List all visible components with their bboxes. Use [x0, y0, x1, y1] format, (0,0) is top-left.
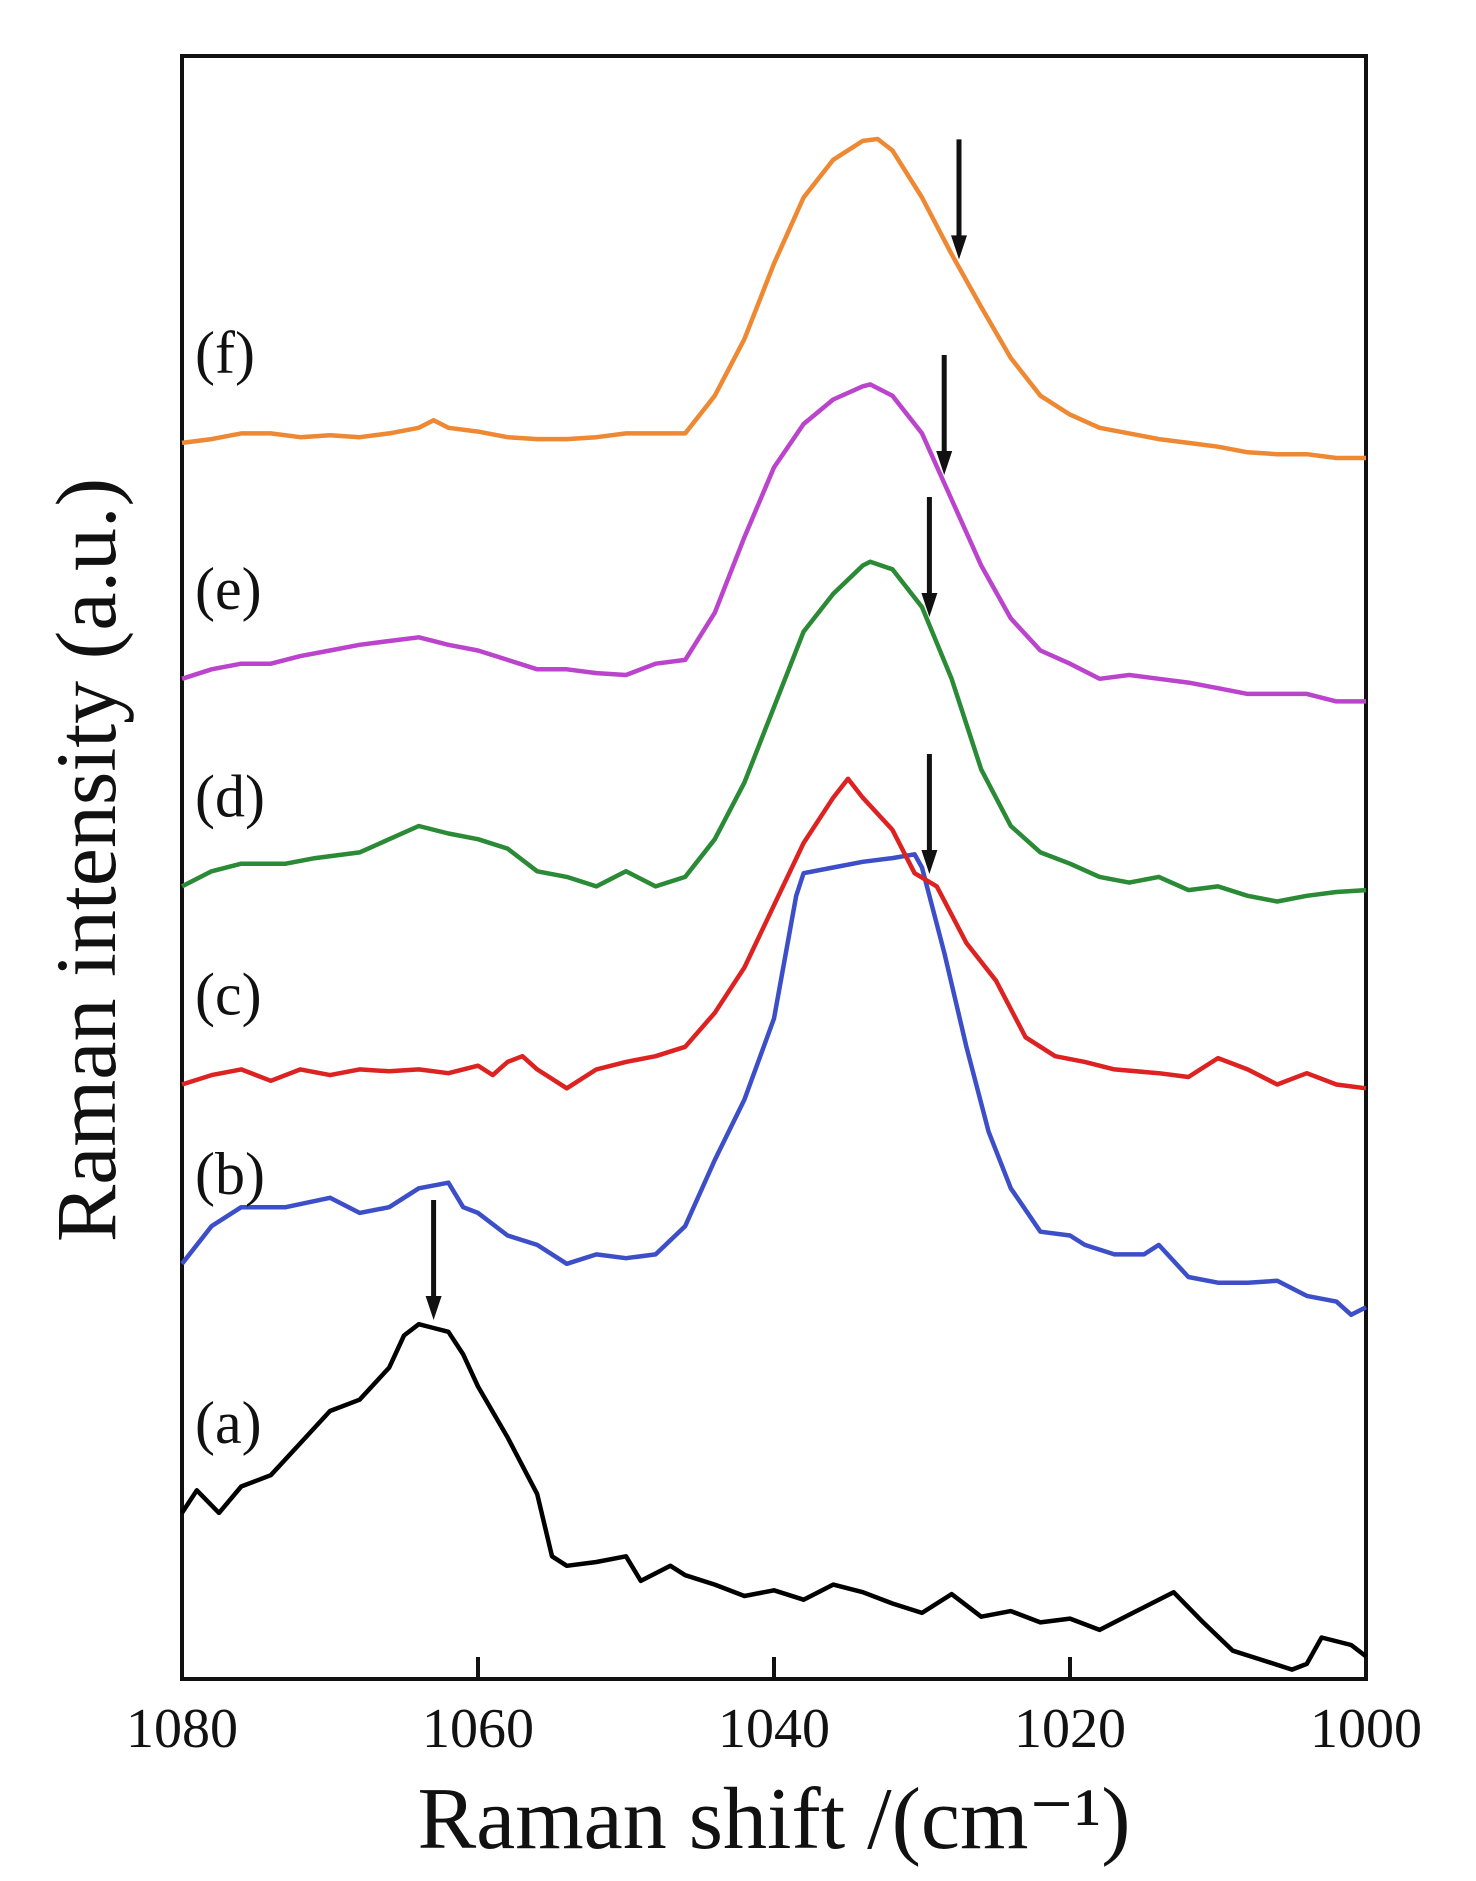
y-axis-title: Raman intensity (a.u.) [38, 478, 134, 1242]
series-label-a: (a) [195, 1390, 262, 1456]
peak-arrow-head [936, 450, 953, 475]
x-ticks: 1080 1060 1040 1020 1000 [126, 1657, 1422, 1760]
series-line-b [180, 852, 1368, 1318]
peak-arrow-head [921, 849, 938, 874]
x-tick-label: 1080 [126, 1698, 238, 1760]
peak-arrow-head [921, 592, 938, 617]
x-tick-label: 1040 [718, 1698, 830, 1760]
series-label-d: (d) [195, 763, 265, 829]
x-tick-label: 1000 [1310, 1698, 1422, 1760]
x-tick-label: 1060 [422, 1698, 534, 1760]
series-line-c [181, 776, 1367, 1091]
series-labels: (a) (b) (c) (d) (e) (f) [195, 320, 265, 1456]
series-lines [180, 136, 1368, 1672]
series-line-a [180, 1321, 1368, 1672]
series-line-e [181, 382, 1366, 704]
series-line-d [180, 559, 1367, 904]
x-axis-title: Raman shift /(cm⁻¹) [417, 1771, 1130, 1868]
series-label-f: (f) [195, 320, 255, 386]
series-label-c: (c) [195, 962, 262, 1028]
peak-arrows [425, 139, 967, 1320]
plot-frame [180, 54, 1368, 1681]
x-tick-label: 1020 [1014, 1698, 1126, 1760]
peak-arrow-head [425, 1295, 442, 1320]
series-label-b: (b) [195, 1141, 265, 1207]
series-line-f [181, 136, 1366, 461]
series-label-e: (e) [195, 556, 262, 622]
peak-arrow-head [951, 235, 967, 260]
